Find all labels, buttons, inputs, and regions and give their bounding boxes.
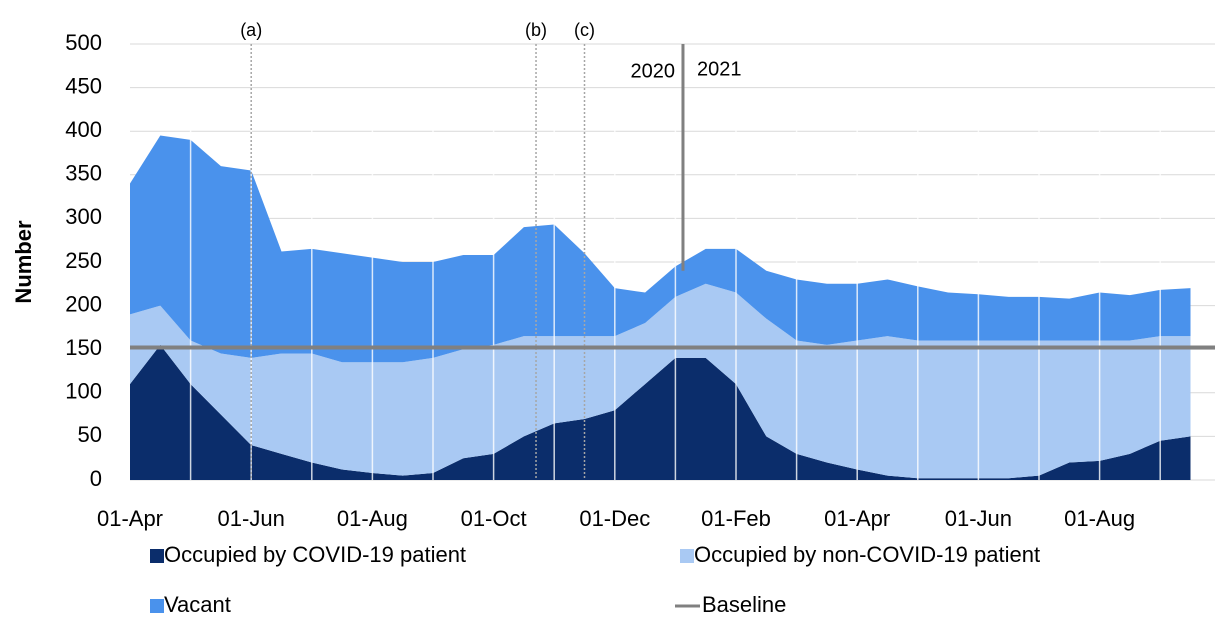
area [130, 135, 1191, 363]
x-tick-label: 01-Oct [461, 506, 527, 531]
y-tick-label: 100 [65, 379, 102, 404]
legend-swatch [150, 549, 164, 563]
x-tick-label: 01-Jun [945, 506, 1012, 531]
y-tick-label: 400 [65, 117, 102, 142]
x-tick-label: 01-Apr [824, 506, 890, 531]
legend-swatch [680, 549, 694, 563]
area [130, 283, 1191, 479]
y-tick-label: 150 [65, 335, 102, 360]
x-tick-label: 01-Dec [579, 506, 650, 531]
legend-swatch [150, 599, 164, 613]
y-tick-label: 200 [65, 291, 102, 316]
x-tick-label: 01-Feb [701, 506, 771, 531]
y-tick-label: 300 [65, 204, 102, 229]
y-axis-title: Number [11, 220, 36, 304]
annotation-label: (c) [574, 20, 595, 40]
y-tick-label: 450 [65, 73, 102, 98]
legend-label: Vacant [164, 592, 231, 617]
legend-label: Occupied by COVID-19 patient [164, 542, 466, 567]
annotation-label: (b) [525, 20, 547, 40]
y-tick-label: 250 [65, 248, 102, 273]
x-tick-label: 01-Jun [218, 506, 285, 531]
x-tick-label: 01-Aug [337, 506, 408, 531]
y-tick-label: 500 [65, 30, 102, 55]
x-tick-label: 01-Apr [97, 506, 163, 531]
year-label: 2020 [630, 60, 675, 82]
y-tick-label: 0 [90, 466, 102, 491]
year-label: 2021 [697, 58, 742, 80]
y-tick-label: 350 [65, 161, 102, 186]
legend-label: Occupied by non-COVID-19 patient [694, 542, 1040, 567]
area [130, 344, 1191, 480]
annotation-label: (a) [240, 20, 262, 40]
x-tick-label: 01-Aug [1064, 506, 1135, 531]
y-tick-label: 50 [78, 422, 102, 447]
legend-label: Baseline [702, 592, 786, 617]
